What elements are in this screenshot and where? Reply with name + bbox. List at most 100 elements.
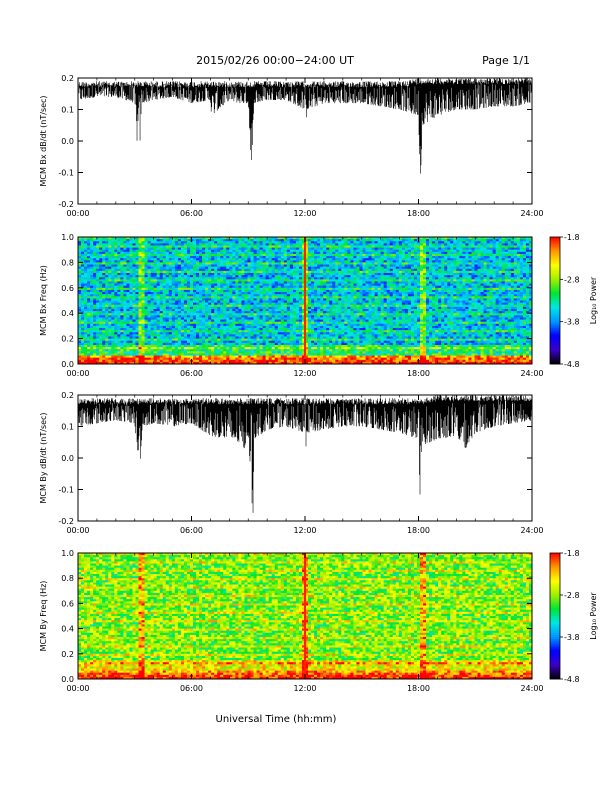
spectrogram-cell xyxy=(144,357,149,361)
spectrogram-cell xyxy=(174,342,179,346)
spectrogram-cell xyxy=(90,253,94,257)
spectrogram-cell xyxy=(208,275,212,278)
spectrogram-cell xyxy=(186,256,191,259)
spectrogram-cell xyxy=(117,258,121,261)
spectrogram-cell xyxy=(165,277,170,280)
spectrogram-cell xyxy=(159,361,164,365)
spectrogram-cell xyxy=(174,323,179,327)
spectrogram-cell xyxy=(177,296,182,299)
spectrogram-cell xyxy=(189,300,194,304)
spectrogram-cell xyxy=(138,292,142,295)
spectrogram-cell xyxy=(141,353,145,356)
spectrogram-cell xyxy=(193,245,197,248)
spectrogram-cell xyxy=(129,340,133,344)
spectrogram-cell xyxy=(150,357,155,361)
spectrogram-cell xyxy=(102,304,106,308)
x-tick-label: 00:00 xyxy=(66,209,89,218)
spectrogram-cell xyxy=(108,323,112,327)
spectrogram-cell xyxy=(138,260,142,263)
spectrogram-cell xyxy=(196,256,200,259)
spectrogram-cell xyxy=(150,338,155,342)
spectrogram-cell xyxy=(159,325,164,329)
spectrogram-cell xyxy=(81,313,85,316)
spectrogram-cell xyxy=(159,315,164,318)
spectrogram-cell xyxy=(205,336,209,339)
spectrogram-cell xyxy=(93,344,97,348)
spectrogram-cell xyxy=(177,304,182,308)
spectrogram-cell xyxy=(171,258,176,261)
spectrogram-cell xyxy=(189,298,194,301)
spectrogram-cell xyxy=(220,289,224,293)
spectrogram-cell xyxy=(186,279,191,282)
spectrogram-cell xyxy=(126,334,130,337)
spectrogram-cell xyxy=(199,359,203,363)
spectrogram-cell xyxy=(84,281,88,284)
spectrogram-cell xyxy=(108,245,112,248)
spectrogram-cell xyxy=(129,306,133,310)
spectrogram-cell xyxy=(211,351,215,354)
spectrogram-cell xyxy=(111,270,115,274)
spectrogram-cell xyxy=(123,319,127,323)
spectrogram-cell xyxy=(193,277,197,280)
spectrogram-cell xyxy=(220,296,224,299)
spectrogram-cell xyxy=(150,289,155,293)
spectrogram-cell xyxy=(144,275,149,278)
spectrogram-cell xyxy=(193,260,197,263)
spectrogram-cell xyxy=(123,294,127,297)
spectrogram-cell xyxy=(90,241,94,244)
spectrogram-cell xyxy=(174,306,179,310)
spectrogram-cell xyxy=(214,359,218,363)
spectrogram-cell xyxy=(150,344,155,348)
spectrogram-cell xyxy=(189,302,194,306)
spectrogram-cell xyxy=(214,317,218,320)
spectrogram-cell xyxy=(135,325,139,329)
spectrogram-cell xyxy=(211,251,215,255)
spectrogram-cell xyxy=(102,344,106,348)
spectrogram-cell xyxy=(214,355,218,359)
spectrogram-cell xyxy=(214,338,218,342)
spectrogram-cell xyxy=(78,247,82,251)
spectrogram-cell xyxy=(141,275,145,278)
spectrogram-cell xyxy=(180,336,185,339)
spectrogram-cell xyxy=(81,349,85,352)
spectrogram-cell xyxy=(193,294,197,297)
spectrogram-cell xyxy=(168,334,173,337)
spectrogram-cell xyxy=(135,285,139,289)
spectrogram-cell xyxy=(168,245,173,248)
spectrogram-cell xyxy=(183,311,188,314)
spectrogram-cell xyxy=(196,243,200,246)
spectrogram-cell xyxy=(87,270,91,274)
spectrogram-cell xyxy=(120,289,124,293)
spectrogram-cell xyxy=(183,258,188,261)
spectrogram-cell xyxy=(102,279,106,282)
spectrogram-cell xyxy=(150,308,155,312)
spectrogram-cell xyxy=(87,319,91,323)
spectrogram-cell xyxy=(168,289,173,293)
spectrogram-cell xyxy=(189,264,194,268)
spectrogram-cell xyxy=(223,268,227,272)
spectrogram-cell xyxy=(123,292,127,295)
spectrogram-cell xyxy=(168,344,173,348)
spectrogram-cell xyxy=(208,253,212,257)
spectrogram-cell xyxy=(199,287,203,291)
spectrogram-cell xyxy=(196,302,200,306)
spectrogram-cell xyxy=(96,313,100,316)
spectrogram-cell xyxy=(150,336,155,339)
spectrogram-cell xyxy=(108,321,112,325)
spectrogram-cell xyxy=(229,334,233,337)
spectrogram-cell xyxy=(211,344,215,348)
spectrogram-cell xyxy=(108,353,112,356)
spectrogram-cell xyxy=(196,308,200,312)
spectrogram-cell xyxy=(108,330,112,333)
spectrogram-cell xyxy=(78,328,82,331)
spectrogram-cell xyxy=(202,353,206,356)
spectrogram-cell xyxy=(220,311,224,314)
spectrogram-cell xyxy=(162,296,167,299)
spectrogram-cell xyxy=(214,262,218,265)
spectrogram-cell xyxy=(217,292,221,295)
spectrogram-cell xyxy=(199,349,203,352)
spectrogram-cell xyxy=(214,275,218,278)
spectrogram-cell xyxy=(162,268,167,272)
spectrogram-cell xyxy=(153,256,158,259)
spectrogram-cell xyxy=(87,355,91,359)
